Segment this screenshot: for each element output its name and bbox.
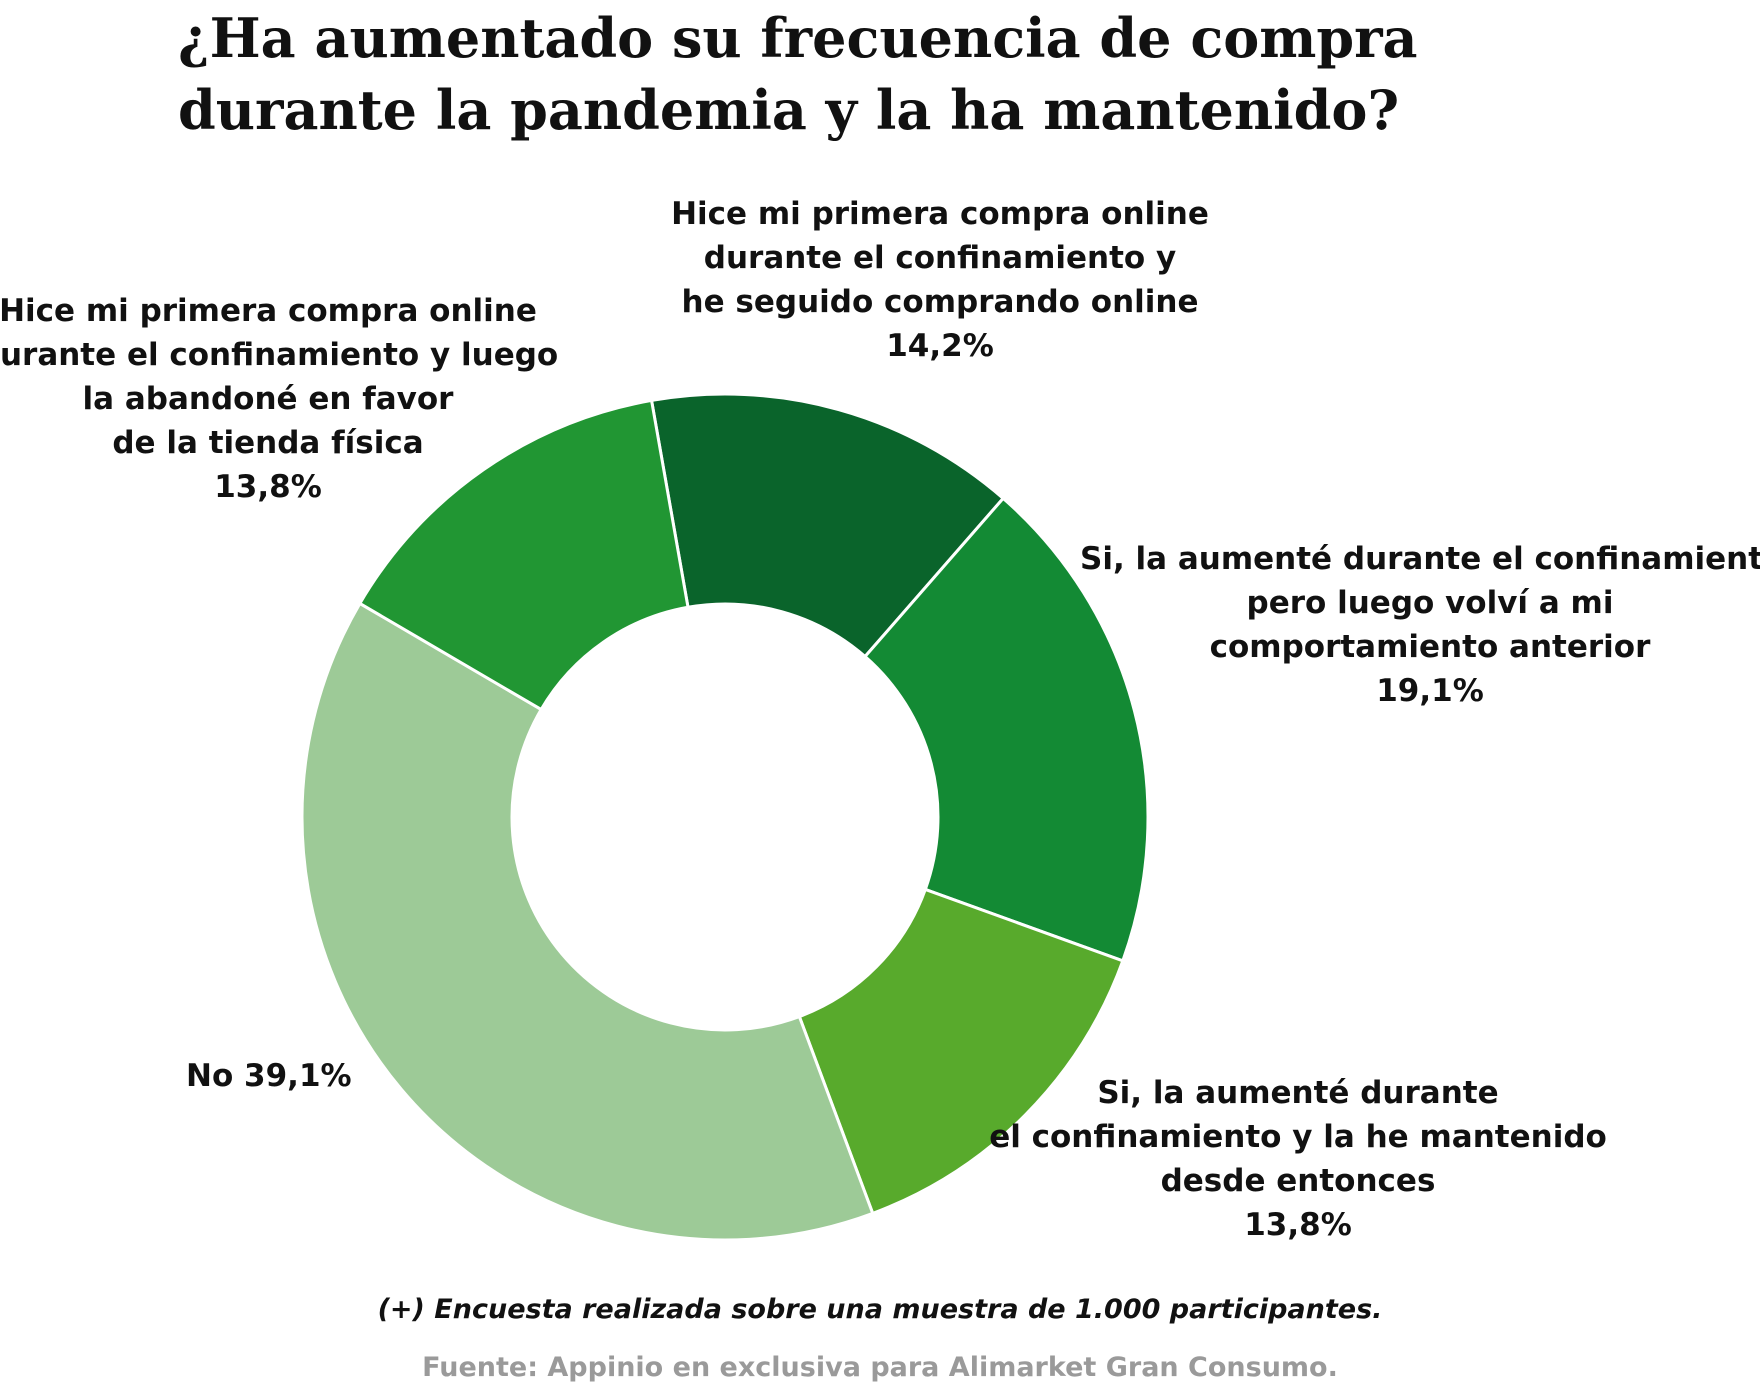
slice-label-aumente-volvi: Si, la aumenté durante el confinamiento …: [1080, 537, 1760, 713]
slice-label-line: Hice mi primera compra online: [671, 196, 1209, 232]
slice-label-line: la abandoné en favor: [82, 381, 454, 417]
survey-footnote: (+) Encuesta realizada sobre una muestra…: [377, 1294, 1383, 1325]
slice-label-line: desde entonces: [1160, 1163, 1436, 1199]
slice-label-line: No 39,1%: [186, 1058, 352, 1094]
donut-slices: [300, 392, 1150, 1242]
slice-label-line: Hice mi primera compra online: [0, 293, 537, 329]
slice-label-line: de la tienda física: [112, 425, 424, 461]
slice-label-primera-compra-abandone: Hice mi primera compra online durante el…: [0, 289, 568, 509]
slice-value-label: 19,1%: [1376, 673, 1484, 709]
slice-primera-compra-abandone: [357, 398, 690, 712]
slice-label-primera-compra-seguido: Hice mi primera compra online durante el…: [400, 192, 1480, 368]
slice-label-line: Si, la aumenté durante: [1097, 1075, 1499, 1111]
slice-label-line: comportamiento anterior: [1209, 629, 1651, 665]
slice-label-aumente-mantenido: Si, la aumenté durante el confinamiento …: [948, 1071, 1648, 1247]
slice-label-no: No 39,1%: [186, 1054, 352, 1098]
slice-value-label: 13,8%: [214, 469, 322, 505]
slice-aumente-mantenido: [797, 887, 1125, 1216]
slice-value-label: 13,8%: [1244, 1207, 1352, 1243]
slice-primera-compra-seguido: [649, 392, 1006, 659]
slice-aumente-volvi: [862, 496, 1150, 963]
slice-value-label: 14,2%: [886, 328, 994, 364]
slice-label-line: pero luego volví a mi: [1246, 585, 1614, 621]
chart-title-line: durante la pandemia y la ha mantenido?: [178, 78, 1400, 142]
slice-label-line: Si, la aumenté durante el confinamiento: [1080, 541, 1760, 577]
slice-label-line: he seguido comprando online: [681, 284, 1199, 320]
slice-no: [300, 601, 875, 1242]
slice-label-line: durante el confinamiento y luego: [0, 337, 559, 373]
slice-label-line: durante el confinamiento y: [703, 240, 1177, 276]
slice-label-line: el confinamiento y la he mantenido: [989, 1119, 1607, 1155]
chart-title: ¿Ha aumentado su frecuencia de compra du…: [178, 2, 1478, 146]
chart-title-line: ¿Ha aumentado su frecuencia de compra: [178, 6, 1418, 70]
source-note: Fuente: Appinio en exclusiva para Alimar…: [422, 1352, 1338, 1383]
